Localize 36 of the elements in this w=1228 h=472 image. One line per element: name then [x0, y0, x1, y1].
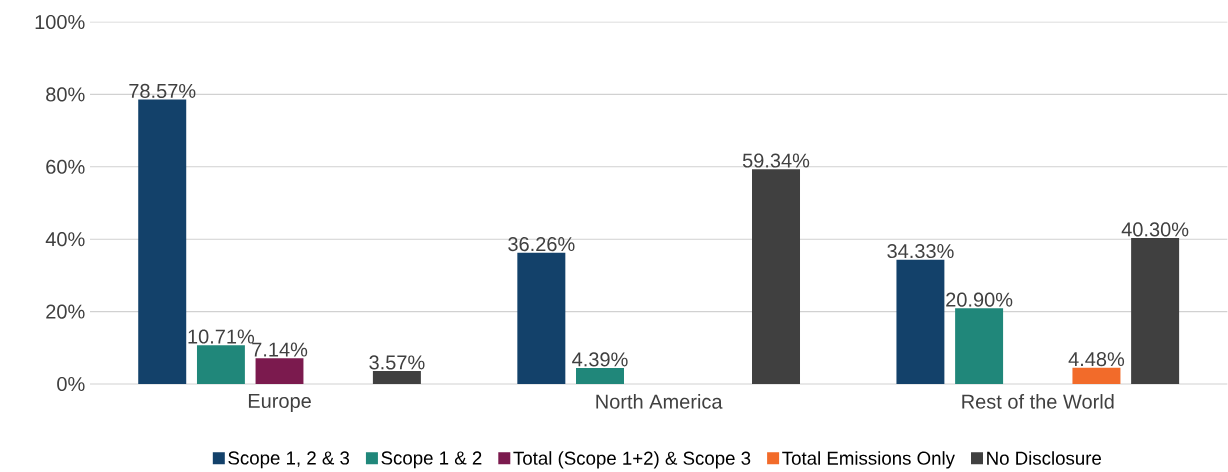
legend-label: Total (Scope 1+2) & Scope 3 — [513, 451, 751, 469]
bar — [1072, 367, 1121, 384]
x-tick-label: North America — [596, 394, 723, 409]
data-label: 59.34% — [742, 153, 810, 168]
legend-label: Scope 1, 2 & 3 — [228, 451, 350, 469]
data-label: 40.30% — [1121, 222, 1189, 237]
bar — [1131, 238, 1180, 384]
data-label: 20.90% — [946, 292, 1013, 307]
bar — [896, 259, 945, 384]
data-label: 4.39% — [572, 352, 628, 367]
bar — [955, 308, 1004, 384]
y-tick-label: 80% — [46, 87, 85, 102]
bar — [576, 368, 624, 384]
legend-label: Scope 1 & 2 — [381, 451, 482, 469]
data-label: 10.71% — [188, 329, 255, 344]
y-tick-label: 100% — [35, 14, 85, 30]
legend-label: No Disclosure — [987, 451, 1101, 465]
x-tick-label: Europe — [248, 394, 311, 412]
data-label: 34.33% — [887, 243, 954, 259]
bar — [517, 252, 566, 384]
bar — [138, 99, 187, 384]
bar — [196, 345, 245, 384]
bar — [752, 169, 801, 384]
bar — [255, 358, 304, 384]
data-label: 78.57% — [129, 83, 196, 98]
data-label: 36.26% — [508, 236, 575, 252]
y-tick-label: 20% — [46, 304, 85, 319]
data-label: 7.14% — [252, 342, 308, 357]
y-tick-label: 40% — [45, 232, 85, 247]
legend-label: Total Emissions Only — [782, 451, 955, 469]
x-tick-label: Rest of the World — [962, 394, 1114, 409]
data-label: 4.48% — [1068, 352, 1125, 367]
y-tick-label: 60% — [46, 159, 85, 174]
y-tick-label: 0% — [57, 376, 85, 392]
bar — [372, 371, 421, 384]
data-label: 3.57% — [369, 355, 425, 370]
